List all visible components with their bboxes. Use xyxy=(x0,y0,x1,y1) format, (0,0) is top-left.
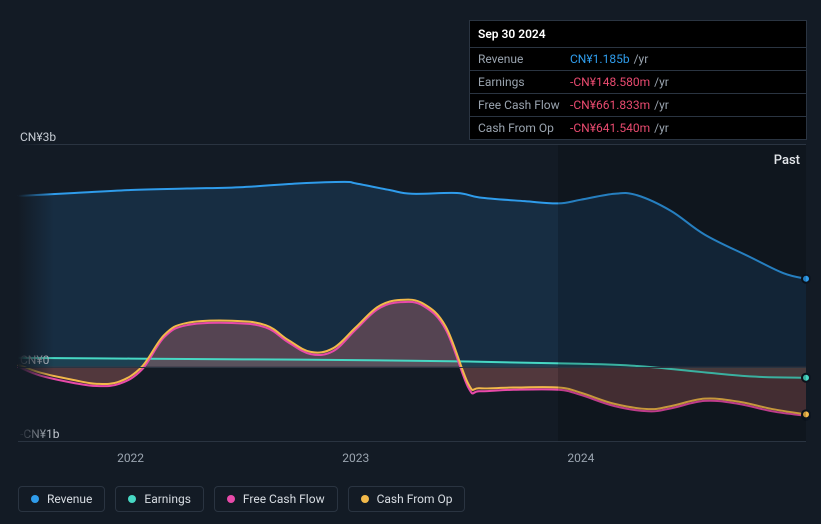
tooltip-row: RevenueCN¥1.185b/yr xyxy=(470,48,806,71)
y-axis-tick: -CN¥1b xyxy=(20,427,59,441)
tooltip-row: Free Cash Flow-CN¥661.833m/yr xyxy=(470,94,806,117)
chart-area[interactable]: Past CN¥3bCN¥0-CN¥1b 202220232024 xyxy=(18,125,806,445)
legend-dot-icon xyxy=(227,495,235,503)
tooltip-metric-label: Earnings xyxy=(478,75,570,89)
series-end-dot-revenue xyxy=(802,275,810,283)
tooltip-row: Earnings-CN¥148.580m/yr xyxy=(470,71,806,94)
legend-dot-icon xyxy=(361,495,369,503)
legend-label: Revenue xyxy=(47,492,92,506)
y-axis-tick: CN¥3b xyxy=(20,130,56,144)
legend-dot-icon xyxy=(31,495,39,503)
chart-svg xyxy=(18,125,806,445)
chart-root: Sep 30 2024 RevenueCN¥1.185b/yrEarnings-… xyxy=(0,0,821,524)
gridline xyxy=(18,441,806,442)
tooltip-metric-value: -CN¥661.833m/yr xyxy=(570,98,798,112)
series-end-dot-cfo xyxy=(802,410,810,418)
legend-item-revenue[interactable]: Revenue xyxy=(18,486,105,512)
x-axis-tick: 2022 xyxy=(117,451,144,465)
tooltip-date: Sep 30 2024 xyxy=(470,21,806,48)
legend-label: Cash From Op xyxy=(377,492,453,506)
legend-dot-icon xyxy=(128,495,136,503)
tooltip-metric-value: -CN¥148.580m/yr xyxy=(570,75,798,89)
gridline xyxy=(18,144,806,145)
chart-tooltip: Sep 30 2024 RevenueCN¥1.185b/yrEarnings-… xyxy=(469,20,807,140)
chart-legend: Revenue Earnings Free Cash Flow Cash From O… xyxy=(18,486,465,512)
tooltip-metric-label: Free Cash Flow xyxy=(478,98,570,112)
legend-item-cfo[interactable]: Cash From Op xyxy=(348,486,466,512)
legend-item-fcf[interactable]: Free Cash Flow xyxy=(214,486,338,512)
x-axis-tick: 2023 xyxy=(342,451,369,465)
x-axis-tick: 2024 xyxy=(567,451,594,465)
past-label: Past xyxy=(774,153,800,168)
y-axis-tick: CN¥0 xyxy=(20,353,49,367)
tooltip-metric-label: Revenue xyxy=(478,52,570,66)
legend-item-earnings[interactable]: Earnings xyxy=(115,486,204,512)
tooltip-metric-value: CN¥1.185b/yr xyxy=(570,52,798,66)
legend-label: Earnings xyxy=(144,492,191,506)
series-end-dot-earnings xyxy=(802,374,810,382)
gridline xyxy=(18,367,806,368)
legend-label: Free Cash Flow xyxy=(243,492,325,506)
